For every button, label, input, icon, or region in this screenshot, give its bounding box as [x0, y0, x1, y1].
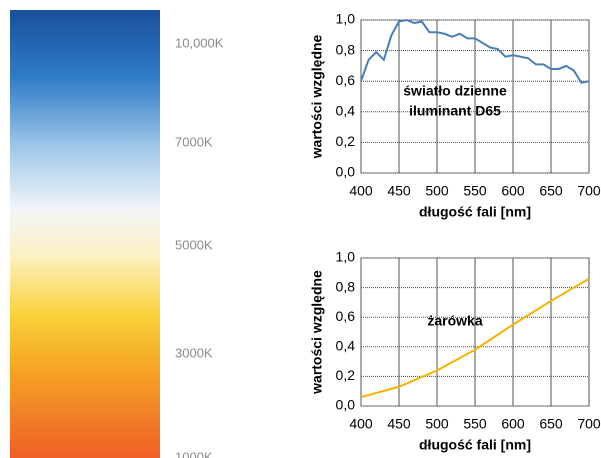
y-tick-label: 0,6	[336, 72, 356, 88]
scale-label: 5000K	[175, 237, 213, 252]
x-tick-label: 650	[539, 183, 563, 199]
x-tick-label: 450	[387, 183, 411, 199]
y-tick-label: 0,8	[336, 41, 356, 57]
y-tick-label: 0,2	[336, 367, 356, 383]
x-tick-label: 700	[577, 416, 601, 432]
data-line	[360, 18, 590, 84]
y-axis-label: wartości względne	[309, 34, 325, 159]
x-tick-label: 600	[501, 183, 525, 199]
data-line	[360, 277, 590, 399]
scale-label: 7000K	[175, 134, 213, 149]
x-tick-label: 450	[387, 416, 411, 432]
x-tick-label: 600	[501, 416, 525, 432]
x-tick-label: 700	[577, 183, 601, 199]
y-tick-label: 0,0	[336, 164, 356, 180]
x-axis-label: długość fali [nm]	[419, 204, 531, 220]
y-tick-label: 0,0	[336, 397, 356, 413]
scale-label: 10,000K	[175, 35, 224, 50]
y-axis-label: wartości względne	[309, 270, 325, 395]
x-tick-label: 550	[463, 183, 487, 199]
x-axis-label: długość fali [nm]	[419, 437, 531, 453]
x-tick-label: 400	[349, 183, 373, 199]
y-tick-label: 0,2	[336, 133, 356, 149]
x-tick-label: 400	[349, 416, 373, 432]
annotation: iluminant D65	[409, 103, 501, 119]
y-tick-label: 0,8	[336, 278, 356, 294]
y-tick-label: 1,0	[336, 249, 356, 265]
y-tick-label: 0,6	[336, 308, 356, 324]
annotation: światło dzienne	[403, 83, 507, 99]
color-temperature-bar	[10, 10, 160, 458]
scale-label: 3000K	[175, 345, 213, 360]
x-tick-label: 650	[539, 416, 563, 432]
y-tick-label: 0,4	[336, 103, 356, 119]
annotation: żarówka	[427, 313, 482, 329]
x-tick-label: 500	[425, 183, 449, 199]
x-tick-label: 550	[463, 416, 487, 432]
y-tick-label: 0,4	[336, 338, 356, 354]
y-tick-label: 1,0	[336, 11, 356, 27]
x-tick-label: 500	[425, 416, 449, 432]
scale-label: 1000K	[175, 449, 213, 458]
